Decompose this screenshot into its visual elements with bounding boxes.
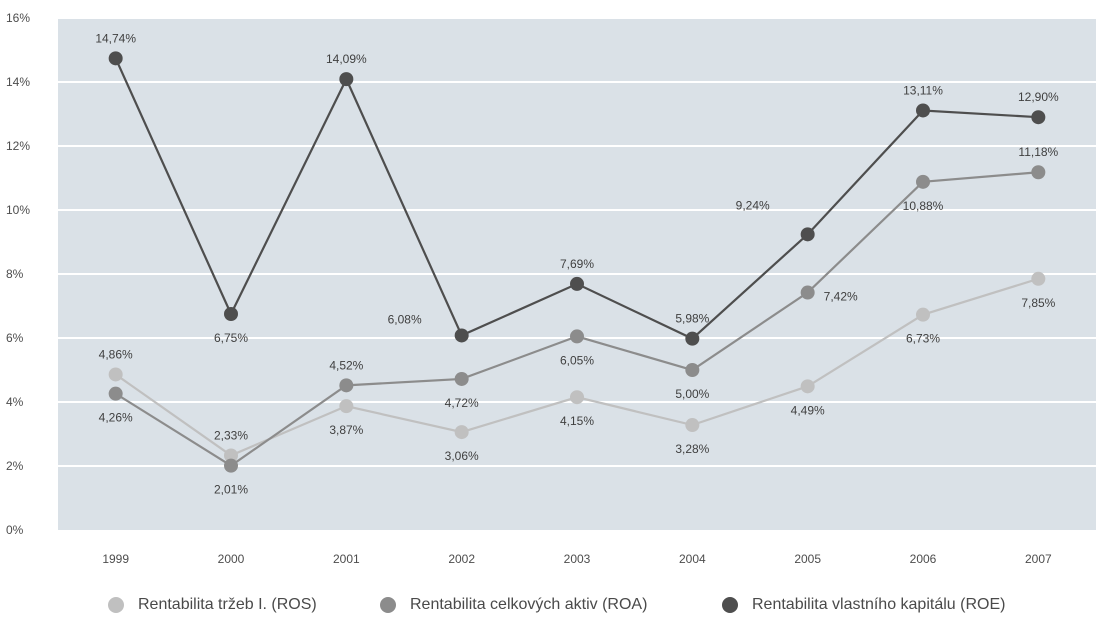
data-label: 4,49% bbox=[791, 403, 825, 417]
data-point bbox=[454, 371, 469, 386]
data-point bbox=[800, 227, 815, 242]
legend-marker-roa bbox=[380, 597, 396, 613]
data-point bbox=[570, 329, 584, 344]
data-point bbox=[224, 448, 238, 463]
data-point bbox=[1031, 110, 1046, 125]
y-axis-ticks: 0% 2% 4% 6% 8% 10% 12% 14% 16% bbox=[6, 11, 30, 537]
data-label: 10,88% bbox=[903, 199, 944, 213]
data-label: 5,00% bbox=[675, 387, 709, 401]
data-labels: 4,86% 2,33% 3,87% 3,06% 4,15% 3,28% 4,49% 6,73%… bbox=[95, 31, 1059, 496]
data-label: 4,26% bbox=[99, 411, 133, 425]
y-tick-label: 6% bbox=[6, 331, 24, 345]
y-tick-label: 2% bbox=[6, 459, 24, 473]
data-label: 7,42% bbox=[824, 290, 858, 304]
y-tick-label: 14% bbox=[6, 75, 30, 89]
data-label: 3,87% bbox=[329, 423, 363, 437]
x-tick-label: 1999 bbox=[102, 552, 129, 566]
data-point bbox=[339, 378, 354, 393]
line-chart: 0% 2% 4% 6% 8% 10% 12% 14% 16% 1999 2000 2001 2002 2… bbox=[6, 11, 1096, 566]
data-label: 11,18% bbox=[1018, 145, 1058, 159]
legend-label-roe: Rentabilita vlastního kapitálu (ROE) bbox=[752, 596, 1006, 613]
data-label: 9,24% bbox=[736, 198, 770, 212]
data-point bbox=[108, 367, 123, 382]
data-label: 4,52% bbox=[329, 358, 363, 372]
data-label: 3,28% bbox=[675, 442, 709, 456]
data-point bbox=[916, 103, 930, 118]
data-label: 6,05% bbox=[560, 353, 594, 367]
data-point bbox=[1031, 271, 1046, 286]
x-tick-label: 2001 bbox=[333, 552, 360, 566]
x-tick-label: 2006 bbox=[910, 552, 937, 566]
data-label: 14,09% bbox=[326, 52, 367, 66]
data-point bbox=[1031, 165, 1046, 180]
data-label: 6,75% bbox=[214, 331, 248, 345]
legend-item-roe: Rentabilita vlastního kapitálu (ROE) bbox=[722, 592, 1005, 618]
data-point bbox=[685, 418, 700, 433]
data-point bbox=[800, 379, 815, 394]
data-point bbox=[339, 72, 354, 87]
data-point bbox=[224, 458, 238, 473]
legend-marker-roe bbox=[722, 597, 738, 613]
data-label: 2,33% bbox=[214, 428, 248, 442]
data-point bbox=[570, 390, 584, 405]
x-tick-label: 2004 bbox=[679, 552, 706, 566]
y-tick-label: 16% bbox=[6, 11, 30, 25]
data-label: 3,06% bbox=[445, 449, 479, 463]
data-point bbox=[454, 425, 469, 440]
y-tick-label: 8% bbox=[6, 267, 24, 281]
legend-label-ros: Rentabilita tržeb I. (ROS) bbox=[138, 596, 317, 613]
data-label: 4,15% bbox=[560, 414, 594, 428]
data-label: 12,90% bbox=[1018, 90, 1059, 104]
data-point bbox=[685, 363, 700, 377]
x-axis-ticks: 1999 2000 2001 2002 2003 2004 2005 2006 2007 bbox=[102, 552, 1052, 566]
y-tick-label: 4% bbox=[6, 395, 24, 409]
data-point bbox=[454, 328, 469, 343]
data-label: 4,86% bbox=[99, 347, 133, 361]
data-label: 6,08% bbox=[388, 312, 422, 326]
data-point bbox=[570, 276, 584, 291]
x-tick-label: 2007 bbox=[1025, 552, 1052, 566]
data-label: 7,69% bbox=[560, 257, 594, 271]
legend-label-roa: Rentabilita celkových aktiv (ROA) bbox=[410, 596, 648, 613]
legend-item-roa: Rentabilita celkových aktiv (ROA) bbox=[380, 592, 647, 618]
data-point bbox=[224, 307, 238, 321]
data-label: 2,01% bbox=[214, 483, 248, 497]
data-point bbox=[108, 51, 123, 66]
legend-marker-ros bbox=[108, 597, 124, 613]
y-tick-label: 12% bbox=[6, 139, 30, 153]
data-point bbox=[916, 174, 930, 189]
data-point bbox=[916, 307, 930, 322]
x-tick-label: 2000 bbox=[218, 552, 245, 566]
data-label: 7,85% bbox=[1021, 296, 1055, 310]
data-label: 14,74% bbox=[95, 31, 136, 45]
x-tick-label: 2002 bbox=[448, 552, 475, 566]
legend-item-ros: Rentabilita tržeb I. (ROS) bbox=[108, 592, 317, 618]
data-point bbox=[339, 399, 354, 414]
data-label: 4,72% bbox=[445, 396, 479, 410]
legend: Rentabilita tržeb I. (ROS) Rentabilita c… bbox=[0, 592, 1110, 618]
series-group bbox=[108, 51, 1046, 473]
data-label: 13,11% bbox=[903, 83, 943, 97]
x-tick-label: 2003 bbox=[564, 552, 591, 566]
data-label: 6,73% bbox=[906, 332, 940, 346]
data-point bbox=[800, 285, 815, 300]
data-point bbox=[685, 331, 700, 346]
y-tick-label: 0% bbox=[6, 523, 24, 537]
data-label: 5,98% bbox=[675, 312, 709, 326]
data-point bbox=[108, 386, 123, 401]
y-tick-label: 10% bbox=[6, 203, 30, 217]
x-tick-label: 2005 bbox=[794, 552, 821, 566]
